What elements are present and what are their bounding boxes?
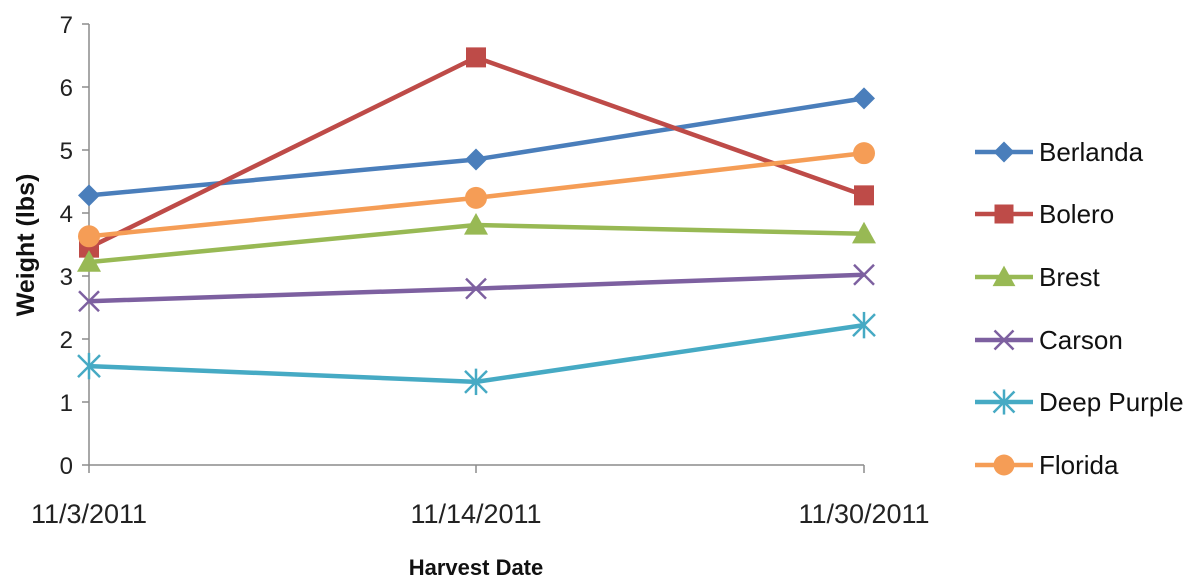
y-tick-label: 6 [60, 75, 73, 102]
y-tick-label: 4 [60, 201, 73, 228]
data-point [853, 87, 875, 110]
legend-item: Berlanda [975, 137, 1144, 167]
legend-item: Florida [975, 450, 1119, 480]
y-axis-title: Weight (lbs) [12, 174, 40, 317]
data-point [77, 250, 101, 272]
data-point [465, 186, 487, 209]
data-point [464, 212, 488, 235]
data-point [78, 225, 100, 248]
data-point [854, 185, 874, 206]
y-tick-label: 5 [60, 138, 73, 165]
legend-marker [993, 454, 1015, 476]
y-tick-label: 7 [60, 12, 73, 39]
data-point [853, 142, 875, 165]
data-point [853, 263, 875, 286]
series-deep-purple [77, 311, 876, 396]
series-bolero [79, 47, 874, 258]
y-tick-label: 0 [60, 453, 73, 480]
legend-item: Brest [975, 262, 1100, 292]
legend-marker [992, 265, 1016, 287]
series-florida [78, 142, 875, 248]
legend-label: Berlanda [1039, 137, 1144, 167]
axes [88, 24, 864, 466]
legend-marker [993, 329, 1015, 351]
x-axis-ticks: 11/3/2011 11/14/2011 11/30/2011 [31, 465, 930, 529]
y-tick-label: 1 [60, 390, 73, 417]
data-point [78, 184, 100, 207]
legend-item: Bolero [975, 199, 1114, 229]
data-point [852, 221, 876, 244]
legend-label: Deep Purple [1039, 387, 1184, 417]
series-carson [78, 263, 875, 313]
data-point [78, 290, 100, 313]
series-brest [77, 212, 876, 272]
y-tick-label: 2 [60, 327, 73, 354]
data-point [466, 47, 486, 68]
x-axis-title: Harvest Date [409, 555, 544, 579]
legend-item: Deep Purple [975, 387, 1184, 417]
x-tick-label: 11/30/2011 [798, 499, 929, 529]
legend: Berlanda Bolero Brest Carson Deep Purple Flor… [975, 137, 1184, 480]
legend-label: Carson [1039, 325, 1123, 355]
legend-label: Brest [1039, 262, 1100, 292]
legend-item: Carson [975, 325, 1123, 355]
legend-marker [994, 204, 1014, 224]
x-tick-label: 11/14/2011 [410, 499, 541, 529]
data-point [465, 148, 487, 171]
data-point [77, 352, 101, 380]
x-tick-label: 11/3/2011 [31, 499, 147, 529]
y-tick-label: 3 [60, 264, 73, 291]
legend-marker [993, 141, 1015, 163]
legend-marker [992, 389, 1016, 415]
series-layer [77, 47, 876, 396]
data-point [852, 311, 876, 339]
legend-label: Florida [1039, 450, 1119, 480]
series-line [88, 96, 865, 198]
data-point [464, 368, 488, 396]
y-axis-ticks: 0 1 2 3 4 5 6 7 [60, 12, 89, 480]
data-point [465, 277, 487, 300]
legend-label: Bolero [1039, 199, 1114, 229]
